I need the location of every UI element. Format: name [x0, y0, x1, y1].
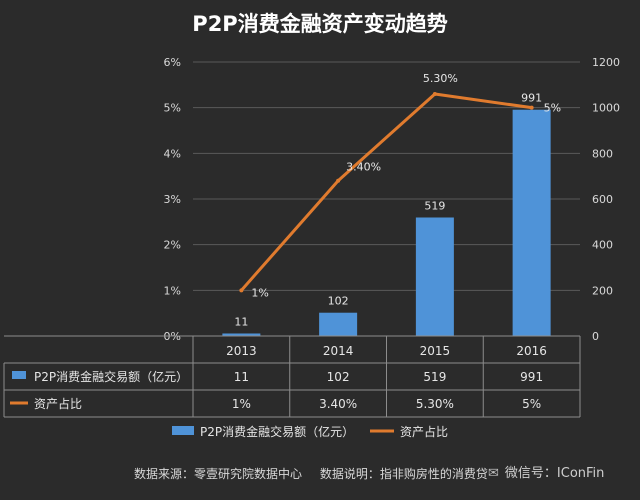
legend-label: 资产占比 — [400, 424, 448, 439]
source-note: 数据来源：零壹研究院数据中心 数据说明：指非购房性的消费贷 — [134, 465, 488, 482]
bar-data-label: 11 — [234, 315, 248, 328]
y-left-tick-label: 6% — [164, 56, 181, 69]
legend-label: P2P消费金融交易额（亿元） — [200, 424, 354, 439]
y-right-tick-label: 600 — [592, 193, 613, 206]
legend-key-bar — [12, 371, 26, 379]
bar — [222, 333, 261, 336]
y-right-tick-label: 0 — [592, 330, 599, 343]
y-left-tick-label: 3% — [164, 193, 181, 206]
bar — [319, 312, 358, 336]
table-cell: 3.40% — [319, 397, 357, 411]
bar-data-label: 102 — [328, 295, 349, 308]
x-tick-label: 2016 — [516, 344, 547, 358]
bar — [512, 109, 551, 336]
line-series — [240, 92, 532, 292]
table-cell: 5.30% — [416, 397, 454, 411]
chart-title: P2P消费金融资产变动趋势 — [192, 12, 448, 36]
line-data-label: 5.30% — [423, 72, 458, 85]
table-cell: 1% — [232, 397, 251, 411]
data-note-text: 数据说明：指非购房性的消费贷 — [319, 467, 488, 481]
bar-data-label: 991 — [521, 92, 542, 105]
table-cell: 519 — [423, 370, 446, 384]
x-tick-label: 2015 — [420, 344, 451, 358]
watermark-text: 微信号：IConFin — [504, 466, 605, 481]
bar — [415, 217, 454, 336]
table-cell: 5% — [522, 397, 541, 411]
line-point — [336, 178, 341, 183]
table-cell: 102 — [327, 370, 350, 384]
legend-swatch-bar — [172, 426, 194, 435]
x-tick-label: 2014 — [323, 344, 354, 358]
table-row-header: P2P消费金融交易额（亿元） — [34, 369, 188, 384]
data-source-text: 数据来源：零壹研究院数据中心 — [134, 467, 303, 481]
y-right-tick-label: 800 — [592, 147, 613, 160]
bar-data-label: 519 — [424, 199, 445, 212]
y-left-tick-label: 5% — [164, 102, 181, 115]
line-data-label: 3.40% — [346, 161, 381, 174]
line-point — [239, 288, 244, 293]
x-tick-label: 2013 — [226, 344, 257, 358]
wechat-icon: ✉ — [488, 466, 499, 481]
y-left-tick-label: 1% — [164, 284, 181, 297]
line-data-label: 5% — [544, 102, 561, 115]
y-right-tick-label: 1000 — [592, 102, 620, 115]
line-data-label: 1% — [251, 286, 268, 299]
watermark: ✉ 微信号：IConFin — [488, 462, 604, 481]
y-right-tick-label: 200 — [592, 284, 613, 297]
table-cell: 991 — [520, 370, 543, 384]
line-point — [432, 91, 437, 96]
y-right-tick-label: 400 — [592, 239, 613, 252]
y-left-tick-label: 2% — [164, 239, 181, 252]
y-left-tick-label: 4% — [164, 147, 181, 160]
table-row-header: 资产占比 — [34, 396, 82, 411]
y-right-tick-label: 1200 — [592, 56, 620, 69]
table-cell: 11 — [234, 370, 249, 384]
line-point — [529, 105, 534, 110]
